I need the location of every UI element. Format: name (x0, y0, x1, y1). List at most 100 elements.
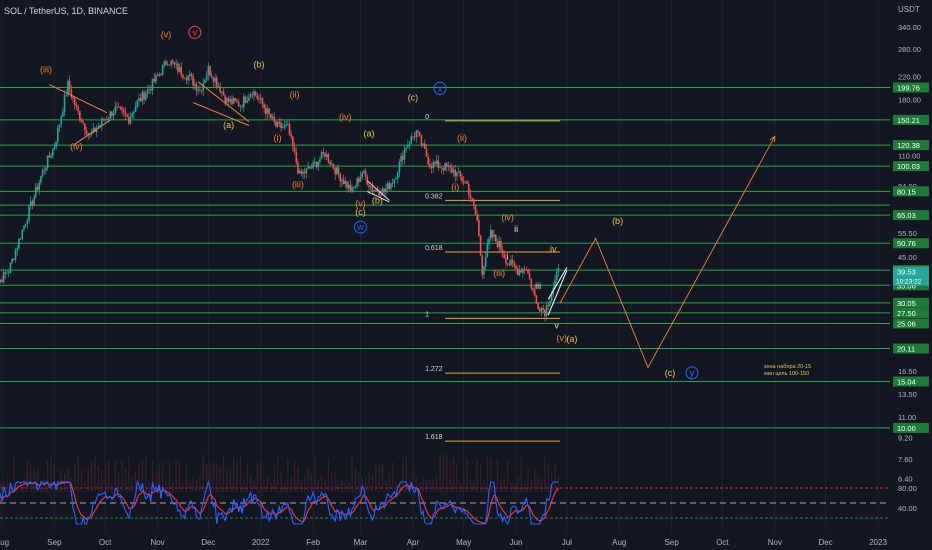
candle-body-48 (72, 97, 74, 99)
candle-body-7 (2, 272, 5, 283)
candle-body-263 (435, 160, 438, 164)
candle-body-18 (21, 229, 24, 240)
candle-body-186 (305, 168, 308, 174)
volume-bar-75 (118, 471, 120, 492)
volume-bar-175 (287, 459, 289, 492)
candle-body-72 (112, 113, 115, 117)
candle-body-205 (337, 167, 340, 175)
candle-body-35 (50, 155, 52, 158)
level-label-box-9 (893, 297, 929, 308)
volume-bar-11 (9, 482, 12, 492)
candle-body-216 (356, 178, 358, 187)
y-tick-13: 6.40 (898, 475, 913, 484)
volume-bar-307 (510, 482, 512, 492)
candle-body-167 (273, 116, 276, 122)
volume-bar-289 (479, 464, 482, 492)
volume-bar-127 (206, 464, 208, 492)
candle-body-125 (202, 83, 205, 91)
candle-body-291 (483, 266, 485, 275)
volume-bar-7 (3, 480, 5, 492)
candle-body-129 (209, 66, 211, 76)
candle-body-307 (510, 260, 512, 266)
candle-body-111 (178, 67, 181, 72)
candle-body-235 (388, 183, 391, 189)
volume-bar-257 (425, 479, 428, 492)
level-label-box-14 (893, 422, 929, 433)
candle-body-255 (422, 143, 424, 146)
candle-body-73 (114, 106, 117, 114)
candle-body-71 (111, 111, 113, 117)
volume-bar-227 (375, 464, 377, 492)
candle-body-257 (425, 148, 428, 157)
candle-body-132 (214, 77, 216, 82)
volume-bar-39 (57, 483, 59, 492)
candle-body-208 (342, 179, 345, 184)
candle-body-118 (190, 74, 193, 77)
candle-body-70 (109, 111, 112, 119)
candle-body-318 (528, 273, 531, 279)
volume-bar-261 (432, 478, 434, 492)
y-tick-12: 7.60 (898, 455, 913, 464)
candle-body-22 (28, 206, 30, 221)
candle-body-266 (440, 167, 443, 169)
candle-body-319 (530, 278, 533, 289)
candle-body-218 (359, 176, 362, 182)
wave-label-29: (c) (665, 368, 676, 378)
candle-body-229 (378, 191, 380, 196)
candle-body-317 (527, 270, 529, 274)
candle-body-16 (18, 238, 20, 249)
candle-body-300 (498, 241, 500, 248)
volume-bar-303 (503, 478, 505, 492)
candle-body-315 (523, 268, 526, 271)
candle-body-224 (369, 186, 372, 187)
candle-body-276 (457, 171, 460, 173)
candle-body-234 (386, 183, 389, 189)
volume-bar-315 (523, 483, 526, 492)
candle-body-321 (533, 290, 536, 296)
candle-body-139 (226, 98, 228, 103)
volume-bar-155 (253, 480, 255, 492)
candle-body-79 (124, 112, 127, 115)
candle-body-239 (395, 178, 397, 180)
candle-body-179 (293, 146, 296, 152)
horizontal-levels (0, 87, 890, 429)
candle-body-211 (347, 184, 350, 188)
candle-body-110 (177, 63, 179, 72)
grid (1, 0, 879, 532)
volume-bar-109 (175, 460, 177, 492)
candle-body-174 (285, 124, 287, 126)
y-tick-0: 340.00 (898, 23, 921, 32)
candle-body-122 (197, 90, 199, 92)
candle-body-90 (143, 91, 145, 100)
volume-bar-25 (33, 469, 35, 492)
volume-bar-135 (219, 466, 221, 492)
volume-bar-159 (260, 459, 262, 492)
candle-body-69 (107, 118, 110, 120)
candle-body-127 (205, 75, 208, 81)
candle-body-45 (67, 80, 69, 95)
wave-label-18: (i) (451, 182, 459, 192)
candle-body-304 (505, 257, 507, 264)
rising-wedge-upper (547, 267, 568, 300)
wave-label-19: (iv) (501, 213, 514, 223)
candle-body-44 (65, 94, 68, 96)
x-tick-17: 2023 (869, 538, 887, 547)
candle-body-275 (456, 172, 458, 177)
candle-body-87 (138, 98, 140, 101)
candle-body-108 (173, 62, 176, 65)
volume-bar-191 (314, 456, 316, 492)
volume-bar-279 (463, 469, 465, 492)
candle-body-95 (151, 78, 154, 91)
candle-body-293 (486, 244, 489, 258)
x-tick-16: Dec (818, 538, 832, 547)
y-tick-7: 45.00 (898, 253, 917, 262)
volume-bar-133 (216, 464, 218, 492)
candle-body-176 (288, 123, 291, 135)
candle-body-287 (476, 214, 479, 221)
candle-body-316 (525, 270, 528, 271)
candle-body-36 (51, 148, 54, 156)
candle-body-256 (423, 143, 426, 149)
candle-body-311 (516, 268, 519, 275)
